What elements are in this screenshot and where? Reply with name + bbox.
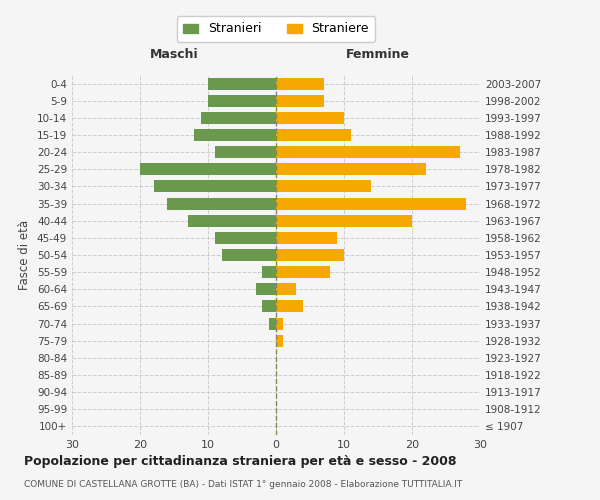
Bar bbox=[276, 129, 351, 141]
Bar bbox=[276, 318, 283, 330]
Bar bbox=[269, 318, 276, 330]
Bar bbox=[276, 146, 460, 158]
Bar bbox=[276, 232, 337, 244]
Bar bbox=[221, 249, 276, 261]
Bar bbox=[201, 112, 276, 124]
Bar bbox=[154, 180, 276, 192]
Text: Popolazione per cittadinanza straniera per età e sesso - 2008: Popolazione per cittadinanza straniera p… bbox=[24, 455, 457, 468]
Bar bbox=[276, 249, 344, 261]
Bar bbox=[276, 164, 425, 175]
Bar bbox=[262, 300, 276, 312]
Bar bbox=[140, 164, 276, 175]
Bar bbox=[276, 94, 323, 106]
Y-axis label: Fasce di età: Fasce di età bbox=[19, 220, 31, 290]
Bar bbox=[215, 232, 276, 244]
Bar bbox=[276, 334, 283, 346]
Bar bbox=[194, 129, 276, 141]
Bar bbox=[188, 214, 276, 226]
Bar bbox=[167, 198, 276, 209]
Bar bbox=[276, 266, 331, 278]
Bar bbox=[215, 146, 276, 158]
Bar bbox=[256, 284, 276, 296]
Bar bbox=[208, 78, 276, 90]
Text: Maschi: Maschi bbox=[149, 48, 199, 60]
Bar bbox=[276, 180, 371, 192]
Bar bbox=[276, 78, 323, 90]
Legend: Stranieri, Straniere: Stranieri, Straniere bbox=[177, 16, 375, 42]
Bar bbox=[208, 94, 276, 106]
Text: Femmine: Femmine bbox=[346, 48, 410, 60]
Bar bbox=[276, 112, 344, 124]
Bar bbox=[276, 214, 412, 226]
Bar bbox=[276, 300, 303, 312]
Bar bbox=[276, 198, 466, 209]
Bar bbox=[276, 284, 296, 296]
Text: COMUNE DI CASTELLANA GROTTE (BA) - Dati ISTAT 1° gennaio 2008 - Elaborazione TUT: COMUNE DI CASTELLANA GROTTE (BA) - Dati … bbox=[24, 480, 462, 489]
Bar bbox=[262, 266, 276, 278]
